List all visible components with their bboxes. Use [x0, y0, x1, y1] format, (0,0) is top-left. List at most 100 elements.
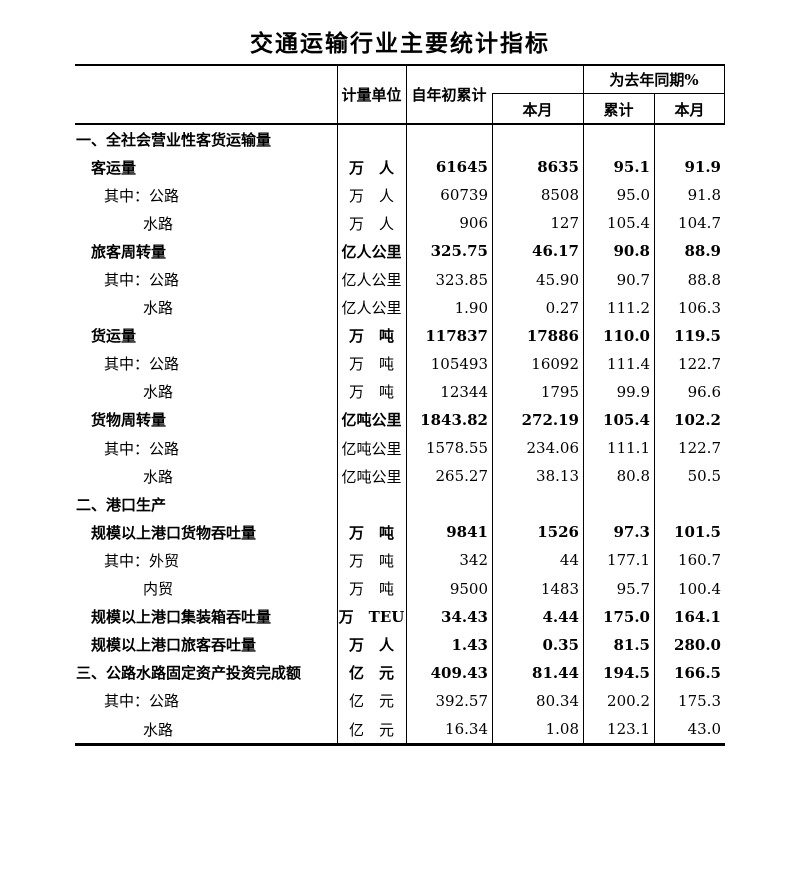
row-value-month: 1526 — [537, 523, 579, 542]
row-label: 货运量 — [91, 327, 137, 346]
table-row: 其中：外贸 万 吨 342 44 177.1 160.7 — [75, 546, 725, 574]
row-value-yoy-month: 88.8 — [687, 270, 721, 289]
row-unit: 万 吨 — [348, 355, 394, 374]
row-unit: 万 人 — [348, 636, 394, 655]
table-row: 规模以上港口旅客吞吐量 万 人 1.43 0.35 81.5 280.0 — [75, 631, 725, 659]
row-label: 旅客周转量 — [91, 242, 167, 261]
row-value-yoy-month: 43.0 — [687, 720, 721, 739]
row-value-yoy-month: 100.4 — [678, 579, 721, 598]
column-divider-unit — [337, 64, 338, 745]
row-label: 其中：公路 — [104, 439, 180, 458]
row-label: 规模以上港口货物吞吐量 — [91, 523, 257, 542]
table-row: 其中：公路 万 吨 105493 16092 111.4 122.7 — [75, 350, 725, 378]
row-value-month: 1795 — [540, 382, 579, 401]
row-value-month: 1.08 — [545, 720, 579, 739]
row-value-month: 16092 — [531, 354, 579, 373]
table-row: 一、全社会营业性客货运输量 — [75, 125, 725, 153]
row-value-month: 272.19 — [521, 410, 579, 429]
row-value-yoy-month: 106.3 — [678, 298, 721, 317]
row-value-yoy-month: 119.5 — [674, 326, 721, 345]
row-value-yoy-cumulative: 90.8 — [613, 242, 650, 261]
row-unit: 亿人公里 — [341, 242, 402, 261]
row-value-ytd: 1.43 — [451, 635, 488, 654]
row-label: 其中：公路 — [104, 186, 180, 205]
row-value-ytd: 265.27 — [435, 467, 489, 486]
row-value-month: 1483 — [540, 579, 579, 598]
row-unit: 亿吨公里 — [341, 439, 402, 458]
row-value-yoy-cumulative: 110.0 — [603, 326, 650, 345]
row-value-ytd: 105493 — [430, 354, 488, 373]
row-unit: 万 吨 — [348, 523, 394, 542]
row-value-ytd: 906 — [459, 214, 488, 233]
table-row: 水路 亿人公里 1.90 0.27 111.2 106.3 — [75, 294, 725, 322]
row-unit: 亿人公里 — [341, 299, 402, 318]
row-value-yoy-cumulative: 123.1 — [607, 720, 650, 739]
column-divider-yoy-month — [654, 93, 655, 745]
row-value-yoy-month: 122.7 — [678, 439, 721, 458]
row-value-month: 81.44 — [532, 663, 579, 682]
row-value-yoy-cumulative: 81.5 — [613, 635, 650, 654]
row-value-ytd: 323.85 — [435, 270, 489, 289]
row-value-yoy-month: 122.7 — [678, 354, 721, 373]
table-row: 水路 万 吨 12344 1795 99.9 96.6 — [75, 378, 725, 406]
row-value-yoy-month: 50.5 — [687, 467, 721, 486]
column-divider-ytd — [406, 64, 407, 745]
header-current-month: 本月 — [522, 101, 553, 119]
table-row: 旅客周转量 亿人公里 325.75 46.17 90.8 88.9 — [75, 237, 725, 265]
row-unit: 亿人公里 — [341, 271, 402, 290]
row-value-yoy-cumulative: 95.0 — [616, 186, 650, 205]
column-divider-month — [492, 93, 493, 745]
row-label: 一、全社会营业性客货运输量 — [76, 130, 272, 149]
row-value-yoy-month: 91.9 — [684, 158, 721, 177]
table-row: 其中：公路 亿吨公里 1578.55 234.06 111.1 122.7 — [75, 434, 725, 462]
row-label: 其中：公路 — [104, 692, 180, 711]
table-row: 水路 亿 元 16.34 1.08 123.1 43.0 — [75, 715, 725, 743]
row-value-yoy-cumulative: 95.7 — [616, 579, 650, 598]
page-title: 交通运输行业主要统计指标 — [250, 30, 550, 57]
row-label: 水路 — [143, 299, 174, 318]
table-row: 其中：公路 亿 元 392.57 80.34 200.2 175.3 — [75, 687, 725, 715]
row-label: 其中：公路 — [104, 355, 180, 374]
row-value-ytd: 34.43 — [441, 607, 488, 626]
table-row: 货运量 万 吨 117837 17886 110.0 119.5 — [75, 322, 725, 350]
header-yoy-group: 为去年同期% — [609, 70, 699, 89]
row-value-yoy-cumulative: 175.0 — [603, 607, 650, 626]
table-row: 水路 亿吨公里 265.27 38.13 80.8 50.5 — [75, 462, 725, 490]
row-value-month: 45.90 — [536, 270, 579, 289]
row-unit: 万 吨 — [348, 551, 394, 570]
table-row: 其中：公路 亿人公里 323.85 45.90 90.7 88.8 — [75, 265, 725, 293]
header-right-border — [724, 64, 725, 125]
row-value-yoy-cumulative: 80.8 — [616, 467, 650, 486]
row-value-month: 44 — [559, 551, 579, 570]
table-row: 内贸 万 吨 9500 1483 95.7 100.4 — [75, 575, 725, 603]
row-value-yoy-month: 91.8 — [687, 186, 721, 205]
row-value-yoy-cumulative: 99.9 — [616, 382, 650, 401]
row-label: 水路 — [143, 214, 174, 233]
row-value-yoy-cumulative: 90.7 — [616, 270, 650, 289]
table-rule-bottom — [75, 743, 725, 746]
row-label: 二、港口生产 — [76, 495, 167, 514]
row-value-month: 38.13 — [536, 467, 579, 486]
header-unit: 计量单位 — [341, 86, 402, 104]
row-value-ytd: 9500 — [449, 579, 488, 598]
table-rule-top — [75, 64, 725, 66]
row-value-month: 46.17 — [532, 242, 579, 261]
row-value-ytd: 1843.82 — [420, 410, 488, 429]
header-bottom-rule — [75, 123, 725, 125]
header-ytd-cumulative: 自年初累计 — [411, 86, 487, 104]
row-label: 规模以上港口集装箱吞吐量 — [91, 608, 272, 627]
row-value-yoy-cumulative: 200.2 — [607, 691, 650, 710]
table-row: 规模以上港口货物吞吐量 万 吨 9841 1526 97.3 101.5 — [75, 518, 725, 546]
table-body: 一、全社会营业性客货运输量 客运量 万 人 61645 8635 95.1 91… — [75, 125, 725, 743]
row-value-yoy-month: 104.7 — [678, 214, 721, 233]
row-value-yoy-cumulative: 194.5 — [603, 663, 650, 682]
row-value-yoy-month: 280.0 — [674, 635, 721, 654]
row-value-yoy-month: 88.9 — [684, 242, 721, 261]
row-unit: 万 吨 — [348, 580, 394, 599]
row-value-yoy-cumulative: 95.1 — [613, 158, 650, 177]
row-value-ytd: 325.75 — [430, 242, 488, 261]
row-label: 水路 — [143, 383, 174, 402]
table-row: 二、港口生产 — [75, 490, 725, 518]
row-value-month: 0.27 — [545, 298, 579, 317]
